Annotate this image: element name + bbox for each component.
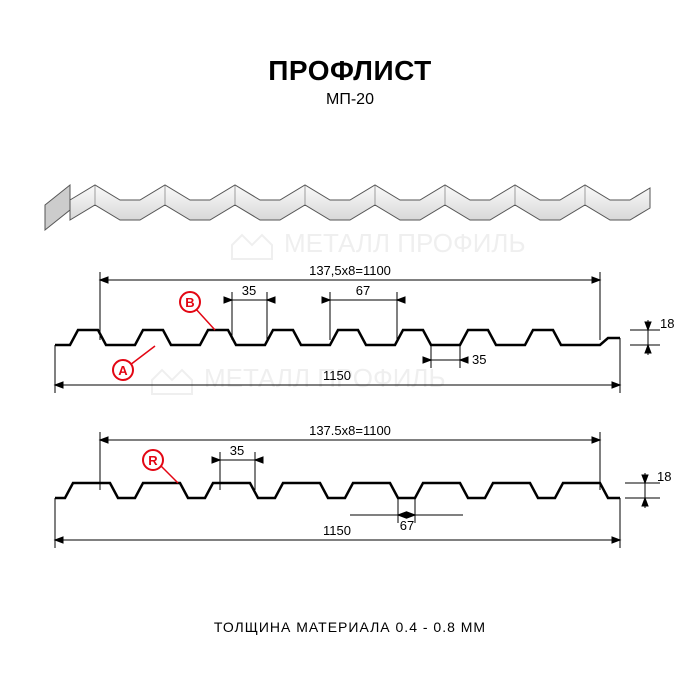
cross-section-1: A B 137,5x8=1100 35 67 18 35 1150 [20,260,680,400]
dim-67-2: 67 [400,518,414,533]
dim-top-formula: 137,5x8=1100 [309,263,391,278]
page-subtitle: МП-20 [0,91,700,109]
dim-35-top: 35 [242,283,256,298]
dim-1150: 1150 [323,368,351,383]
dim-18-2: 18 [657,469,671,484]
dim-35-2: 35 [230,443,244,458]
dim-1150-2: 1150 [323,523,351,538]
dim-top-formula-2: 137.5x8=1100 [309,423,391,438]
footer-text: ТОЛЩИНА МАТЕРИАЛА 0.4 - 0.8 ММ [0,619,700,635]
page-title: ПРОФЛИСТ [0,55,700,87]
cross-section-2: R 137.5x8=1100 35 67 18 1150 [20,420,680,560]
marker-b: B [185,295,194,310]
dim-67: 67 [356,283,370,298]
dim-35-bot: 35 [472,352,486,367]
isometric-view [40,150,660,240]
dim-18: 18 [660,316,674,331]
marker-r: R [148,453,158,468]
marker-a: A [118,363,128,378]
